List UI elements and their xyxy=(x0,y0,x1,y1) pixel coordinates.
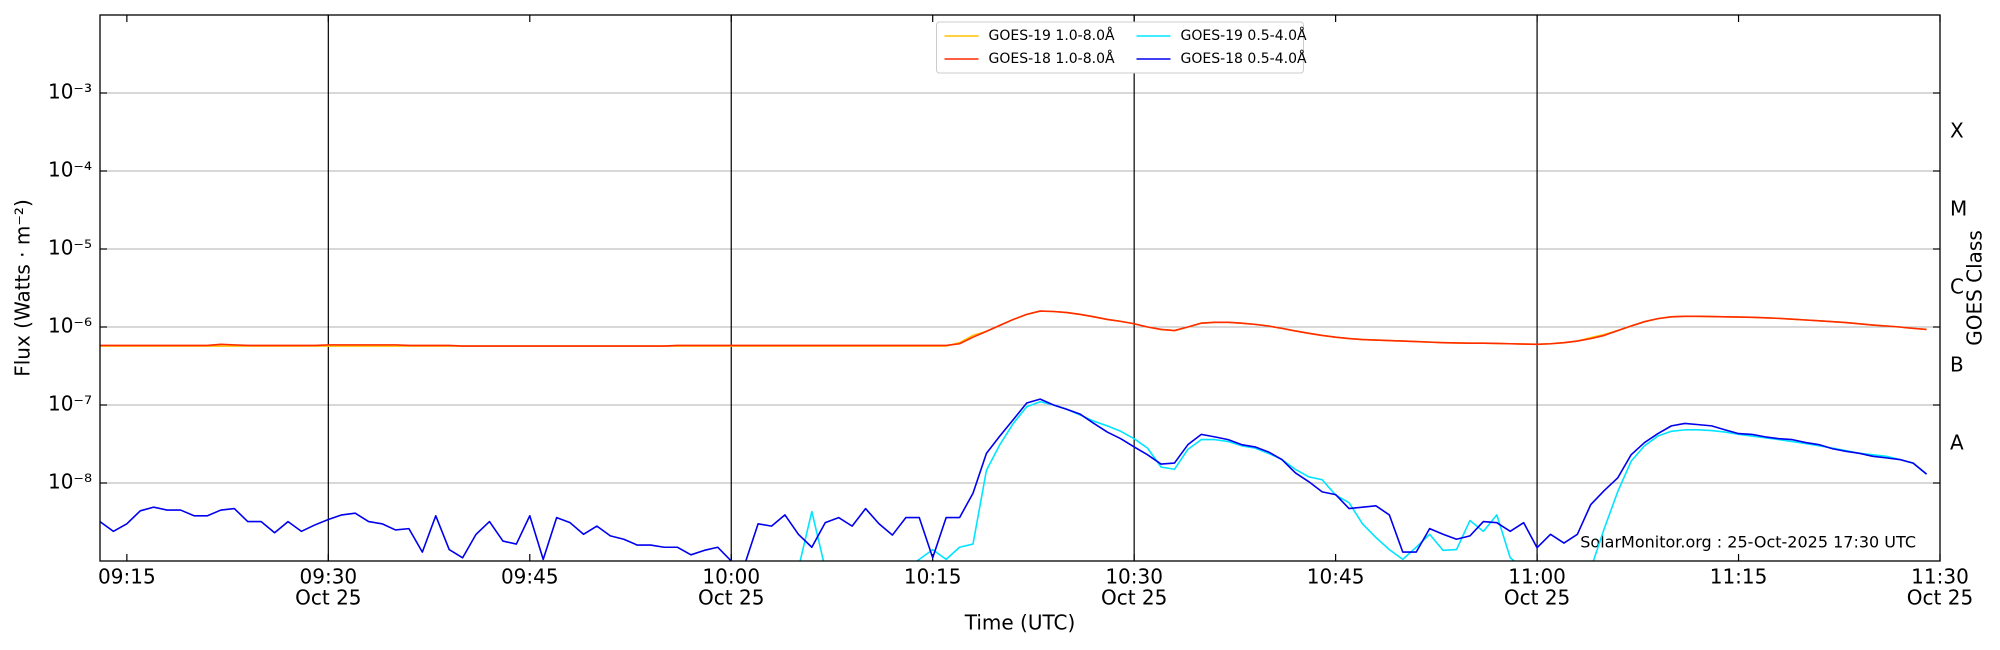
x-tick-label: Oct 25 xyxy=(698,586,764,610)
legend: GOES-19 1.0-8.0Å GOES-18 1.0-8.0Å GOES-19 … xyxy=(936,21,1307,74)
plot-frame xyxy=(99,14,1941,562)
series-line xyxy=(100,310,1927,347)
y-tick-label: 10⁻⁶ xyxy=(48,314,92,338)
x-tick-label: 11:15 xyxy=(1710,565,1768,589)
series-line xyxy=(100,398,1928,561)
x-axis-label: Time (UTC) xyxy=(964,611,1076,635)
legend-label: GOES-18 1.0-8.0Å xyxy=(989,50,1115,67)
y-tick-label: 10⁻⁸ xyxy=(48,470,92,494)
series-line xyxy=(100,310,1927,347)
annotation: SolarMonitor.org : 25-Oct-2025 17:30 UTC xyxy=(1580,533,1916,552)
x-tick-label: 10:30 xyxy=(1105,565,1163,589)
x-tick-label: 10:00 xyxy=(702,565,760,589)
y2-tick-label: C xyxy=(1950,275,1964,299)
y2-tick-label: M xyxy=(1950,197,1967,221)
x-tick-label: 11:00 xyxy=(1508,565,1566,589)
x-tick-label: Oct 25 xyxy=(1504,586,1570,610)
y2-tick-label: B xyxy=(1950,353,1964,377)
y-tick-label: 10⁻⁷ xyxy=(48,392,92,416)
y-axis-label: Flux (Watts · m⁻²) xyxy=(11,199,35,377)
x-tick-label: Oct 25 xyxy=(295,586,361,610)
legend-label: GOES-18 0.5-4.0Å xyxy=(1181,50,1307,67)
x-tick-label: 10:15 xyxy=(904,565,962,589)
y2-tick-label: A xyxy=(1950,431,1964,455)
legend-box xyxy=(936,21,1304,74)
y-tick-label: 10⁻⁴ xyxy=(48,158,92,182)
y-tick-label: 10⁻⁵ xyxy=(48,236,92,260)
x-tick-label: 11:30 xyxy=(1911,565,1969,589)
x-tick-label: 10:45 xyxy=(1307,565,1365,589)
y2-tick-label: X xyxy=(1950,119,1964,143)
x-tick-label: Oct 25 xyxy=(1907,586,1973,610)
x-tick-label: Oct 25 xyxy=(1101,586,1167,610)
plot-lines xyxy=(100,310,1928,561)
x-tick-label: 09:15 xyxy=(98,565,156,589)
y2-axis-label: GOES Class xyxy=(1963,230,1987,346)
x-tick-label: 09:30 xyxy=(300,565,358,589)
series-line xyxy=(799,400,1928,561)
legend-label: GOES-19 1.0-8.0Å xyxy=(989,27,1115,44)
x-tick-label: 09:45 xyxy=(501,565,559,589)
y-tick-label: 10⁻³ xyxy=(48,80,92,104)
legend-label: GOES-19 0.5-4.0Å xyxy=(1181,27,1307,44)
